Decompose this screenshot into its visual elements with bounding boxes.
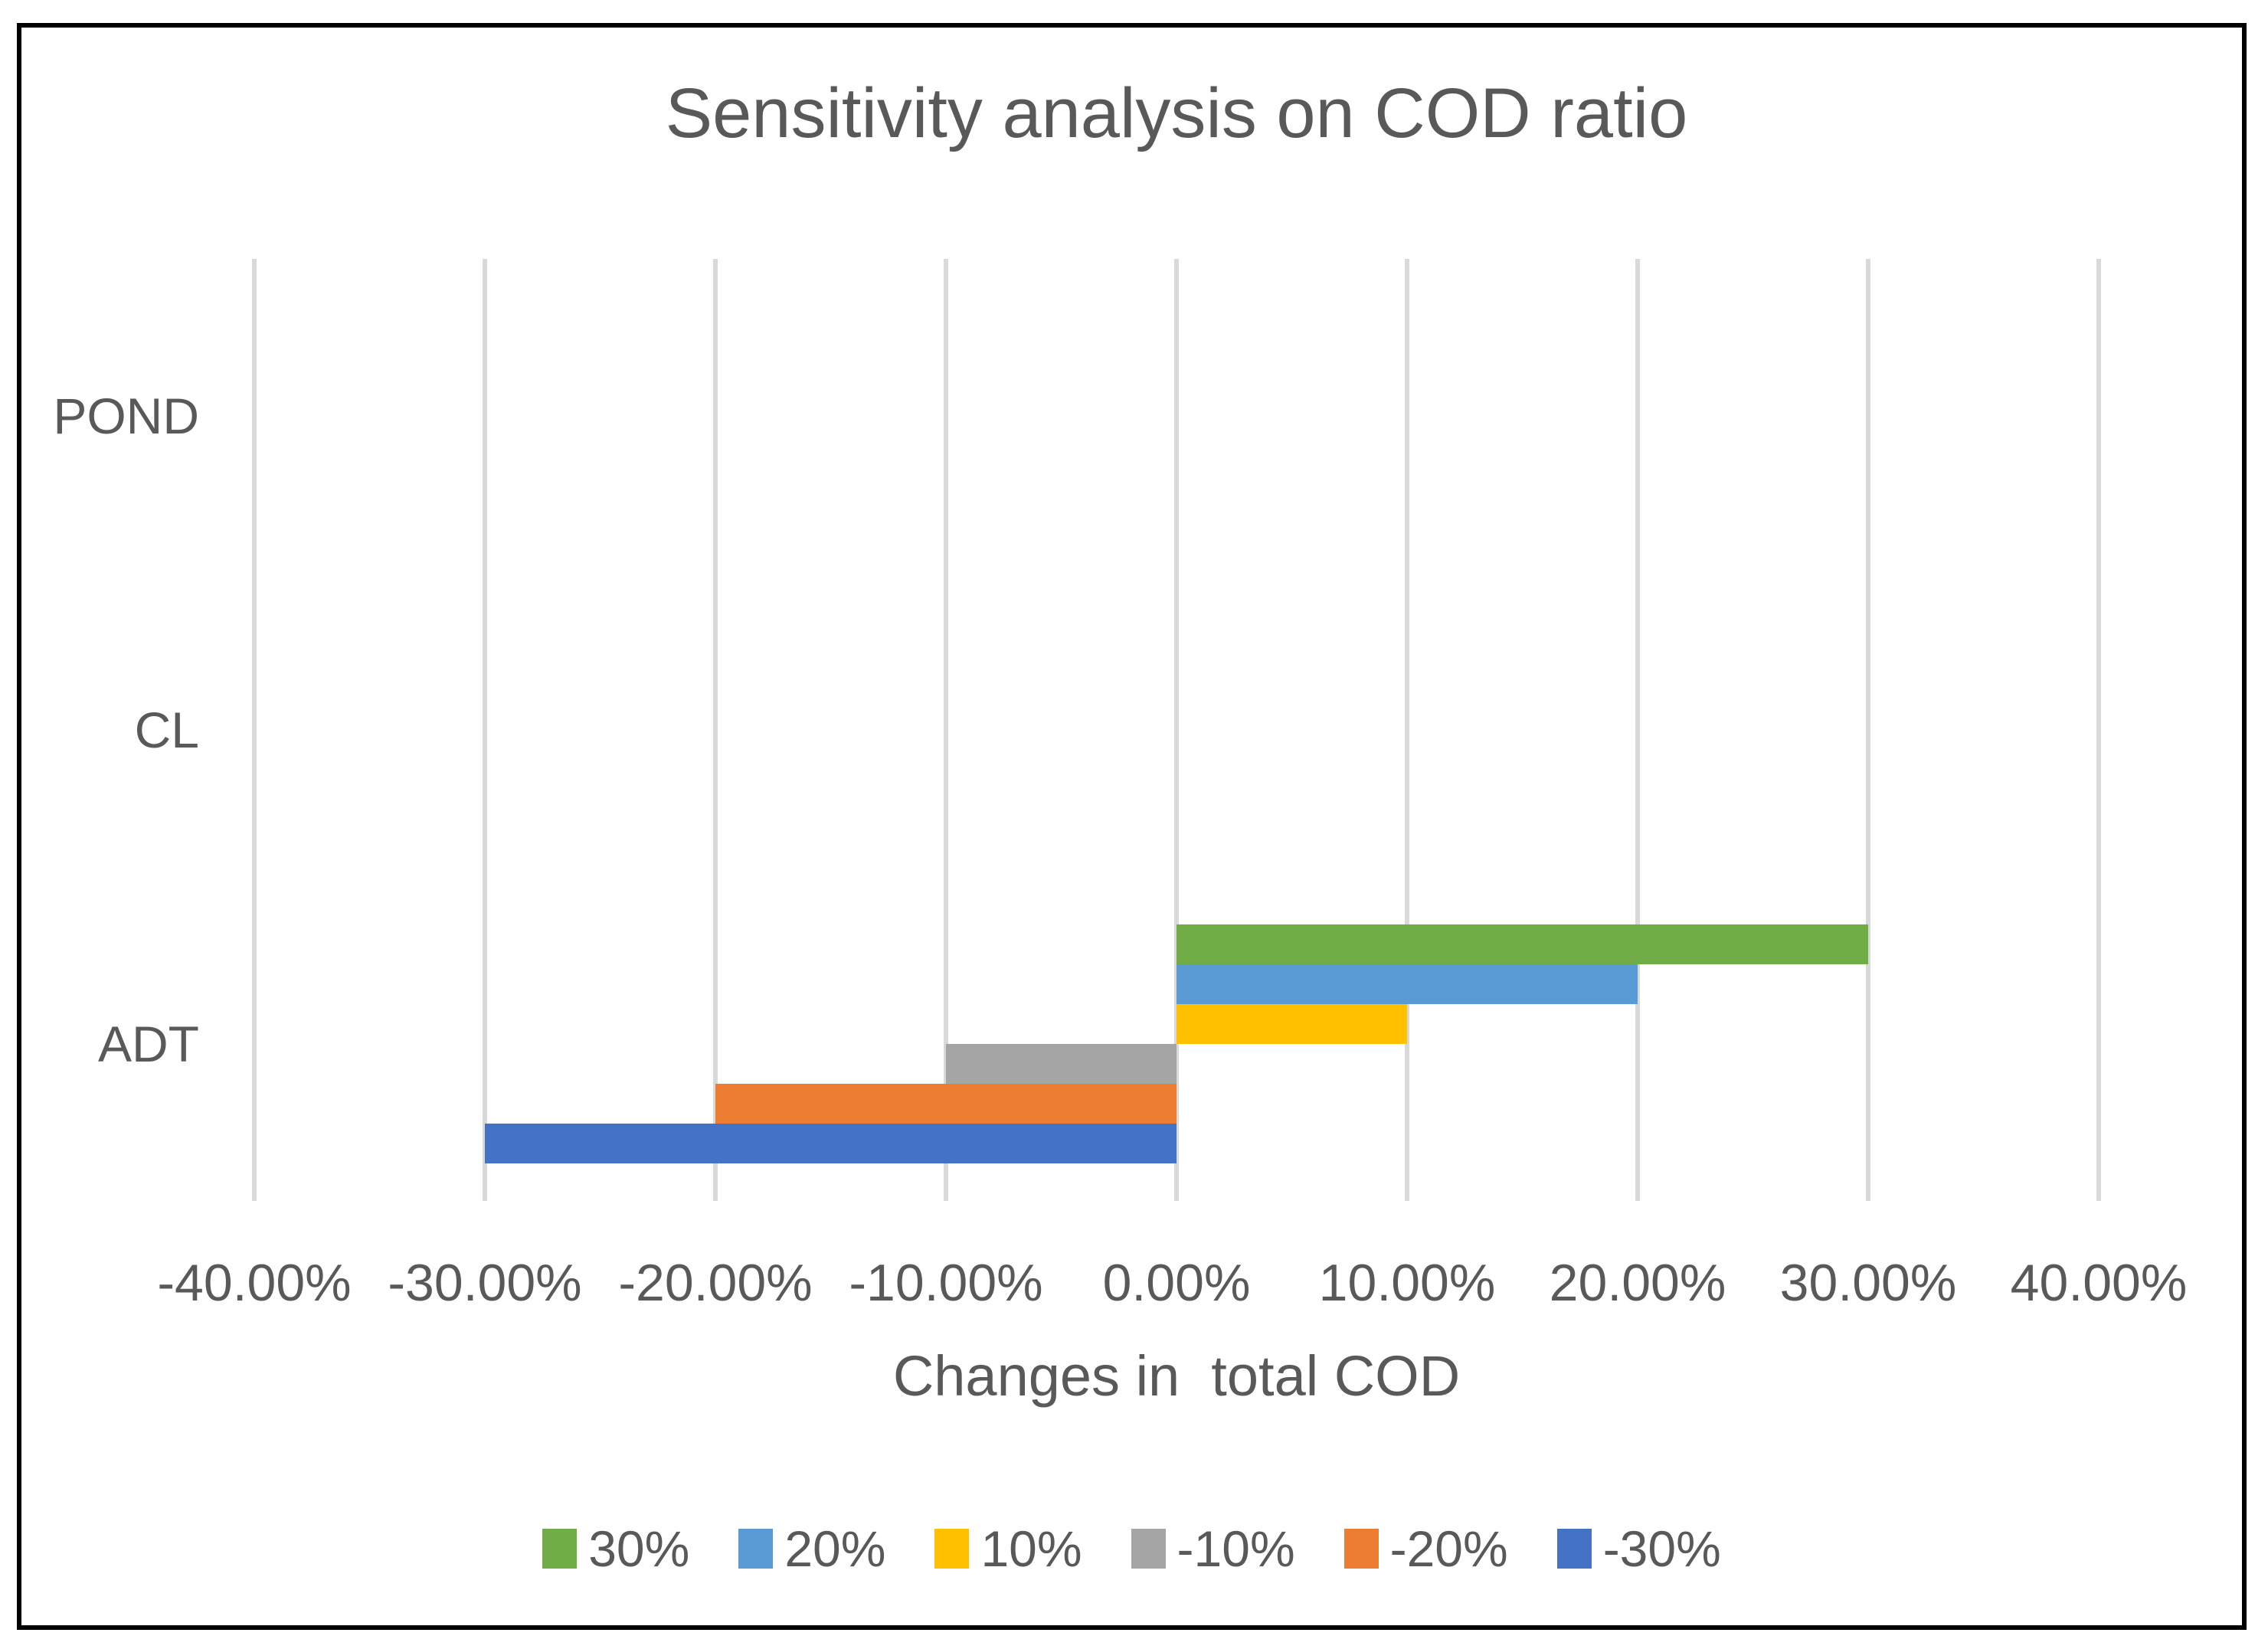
legend-label: 10% xyxy=(980,1520,1082,1577)
gridline xyxy=(2096,259,2101,1201)
legend-swatch xyxy=(934,1529,970,1569)
x-tick-label: 30.00% xyxy=(1779,1254,1957,1312)
plot-area xyxy=(252,259,2101,1201)
legend-label: -30% xyxy=(1602,1520,1721,1577)
x-tick-label: 0.00% xyxy=(1102,1254,1251,1312)
gridline xyxy=(944,259,948,1201)
gridline xyxy=(713,259,718,1201)
legend-item-10%: 10% xyxy=(934,1520,1082,1578)
category-label-pond: POND xyxy=(53,388,199,444)
gridline xyxy=(1174,259,1179,1201)
bar-adt-20% xyxy=(1177,964,1638,1004)
legend-swatch xyxy=(1343,1529,1379,1569)
x-tick-label: 40.00% xyxy=(2010,1254,2188,1312)
legend-swatch xyxy=(1131,1529,1166,1569)
legend: 30% 20% 10% -10% -20% -30% xyxy=(21,1520,2242,1578)
legend-item-30%: 30% xyxy=(542,1520,689,1578)
bars-layer xyxy=(254,259,2099,1201)
legend-label: 30% xyxy=(588,1520,690,1577)
gridline xyxy=(1635,259,1640,1201)
bar-adt-30% xyxy=(1177,924,1868,964)
bar-adt--20% xyxy=(715,1084,1177,1124)
legend-swatch xyxy=(542,1529,578,1569)
x-tick-label: 20.00% xyxy=(1549,1254,1726,1312)
category-label-cl: CL xyxy=(134,702,199,758)
legend-item-20%: 20% xyxy=(738,1520,885,1578)
legend-swatch xyxy=(1556,1529,1592,1569)
gridline xyxy=(1405,259,1409,1201)
x-tick-label: -30.00% xyxy=(388,1254,582,1312)
x-tick-label: -20.00% xyxy=(618,1254,813,1312)
legend-item--30%: -30% xyxy=(1556,1520,1721,1578)
gridline xyxy=(483,259,487,1201)
legend-label: 20% xyxy=(784,1520,886,1577)
chart-frame: Sensitivity analysis on COD ratio POND CL… xyxy=(17,23,2247,1630)
chart-title: Sensitivity analysis on COD ratio xyxy=(665,74,1688,152)
bar-adt-10% xyxy=(1177,1004,1407,1044)
x-tick-label: -40.00% xyxy=(157,1254,352,1312)
x-tick-label: -10.00% xyxy=(849,1254,1043,1312)
legend-label: -20% xyxy=(1389,1520,1508,1577)
legend-label: -10% xyxy=(1177,1520,1295,1577)
gridline xyxy=(1866,259,1870,1201)
x-tick-label: 10.00% xyxy=(1318,1254,1496,1312)
legend-swatch xyxy=(738,1529,774,1569)
gridline xyxy=(252,259,257,1201)
legend-item--20%: -20% xyxy=(1343,1520,1508,1578)
bar-adt--30% xyxy=(485,1124,1177,1163)
bar-adt--10% xyxy=(946,1044,1177,1084)
x-axis-title: Changes in total COD xyxy=(892,1344,1461,1408)
legend-item--10%: -10% xyxy=(1131,1520,1295,1578)
category-axis: POND CL ADT xyxy=(21,259,199,1201)
category-label-adt: ADT xyxy=(98,1016,199,1072)
